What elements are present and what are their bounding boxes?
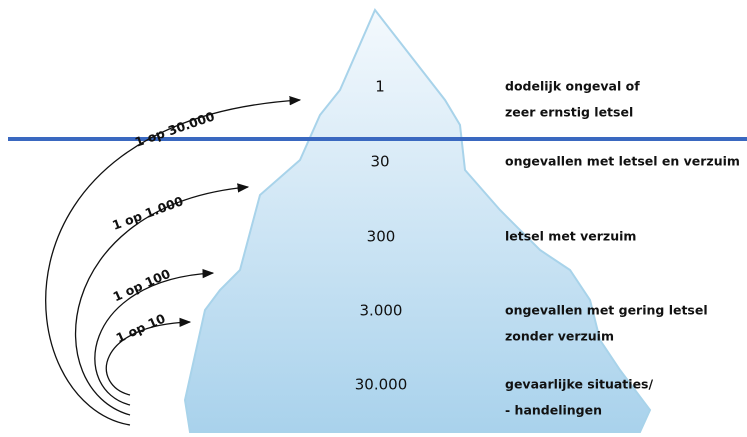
level-count: 3.000 — [360, 302, 403, 320]
ratio-label: 1 op 10 — [114, 310, 168, 345]
ratio-label: 1 op 30.000 — [133, 108, 217, 149]
ratio-label: 1 op 1.000 — [110, 193, 185, 233]
iceberg — [185, 10, 650, 432]
level-description: zonder verzuim — [505, 329, 614, 344]
level-description: zeer ernstig letsel — [505, 105, 633, 120]
level-count: 1 — [375, 78, 385, 96]
level-description: ongevallen met gering letsel — [505, 303, 708, 318]
ratio-label: 1 op 100 — [111, 266, 173, 305]
level-count: 30 — [370, 153, 389, 171]
level-description: ongevallen met letsel en verzuim — [505, 154, 740, 169]
level-description: gevaarlijke situaties/ — [505, 377, 653, 392]
level-count: 300 — [367, 228, 396, 246]
level-description: letsel met verzuim — [505, 229, 636, 244]
iceberg-diagram: 1 op 30.000 1 op 1.000 1 op 100 1 op 10 … — [0, 0, 747, 437]
level-description: dodelijk ongeval of — [505, 79, 640, 94]
level-description: - handelingen — [505, 403, 602, 418]
level-count: 30.000 — [355, 376, 408, 394]
